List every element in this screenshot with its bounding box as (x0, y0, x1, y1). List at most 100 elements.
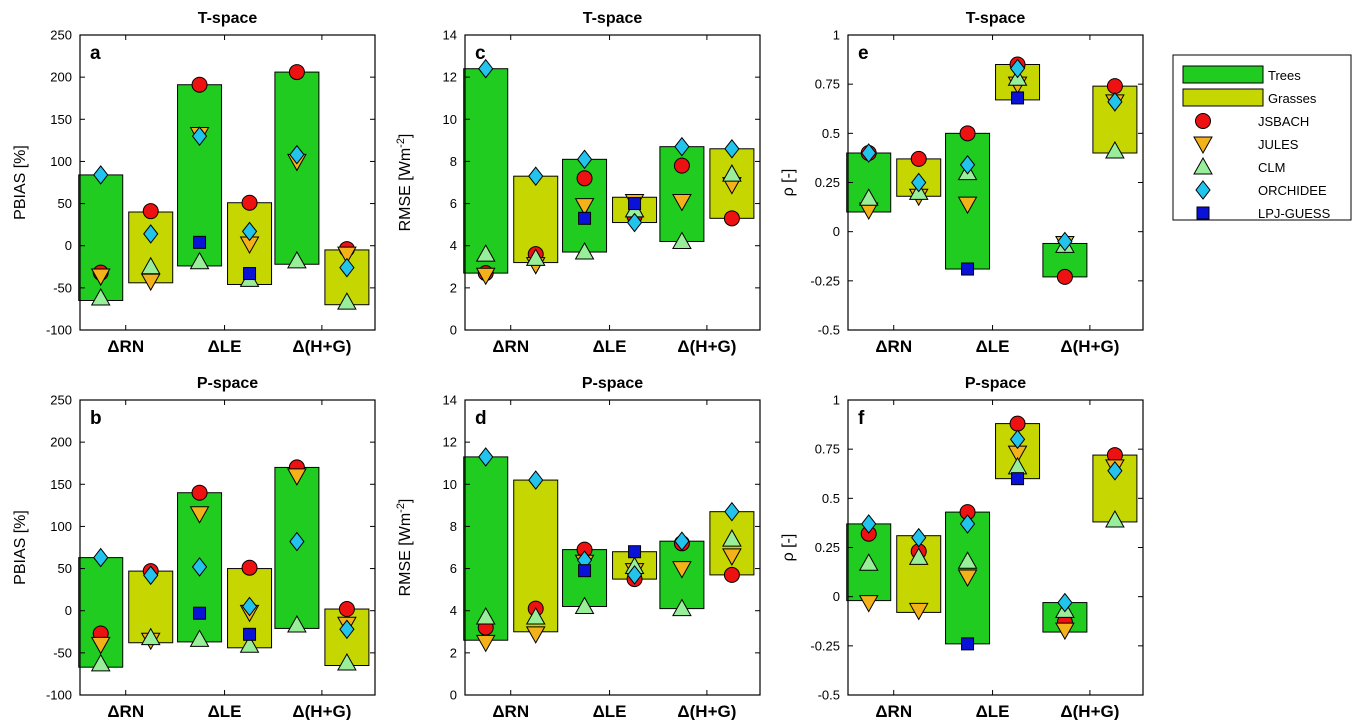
x-tick-label: ΔRN (107, 337, 144, 356)
point-clm (189, 251, 210, 270)
legend-label: Trees (1268, 68, 1301, 83)
point-clm (722, 164, 742, 182)
chart-panel-c: T-space ΔRN ΔLE Δ(H+G) 0 2 4 6 8 10 12 14 c RMSE [Wm-… (395, 10, 761, 356)
chart-panel-b: P-space ΔRN ΔLE Δ(H+G) -100 -50 0 50 100 150 200 25… (12, 375, 376, 720)
y-tick-label: 2 (450, 645, 457, 660)
triangle-up-icon (1193, 156, 1213, 175)
point-jsbach (338, 601, 355, 618)
legend-label: LPJ-GUESS (1258, 206, 1331, 221)
point-orchidee (289, 144, 305, 165)
y-tick-label: -100 (46, 323, 72, 338)
legend-label: JULES (1258, 137, 1299, 152)
legend-label: CLM (1258, 160, 1285, 175)
panel-label: d (475, 408, 487, 429)
x-tick-label: ΔLE (976, 702, 1010, 720)
x-tick-label: Δ(H+G) (1060, 337, 1119, 356)
point-lpj-guess (1011, 91, 1025, 105)
x-tick-label: ΔLE (208, 702, 242, 720)
y-tick-label: 12 (443, 435, 457, 450)
panel-label: f (858, 408, 865, 429)
point-clm (525, 248, 546, 266)
point-jules (858, 595, 879, 613)
point-orchidee (1107, 92, 1123, 112)
point-lpj-guess (193, 235, 207, 249)
y-tick-label: 50 (58, 561, 72, 576)
point-lpj-guess (961, 637, 975, 651)
y-axis-label: RMSE [Wm-2] (395, 499, 414, 597)
y-tick-label: 8 (450, 154, 457, 169)
point-orchidee (1009, 58, 1026, 79)
point-jules (525, 626, 546, 644)
panel-label: e (858, 43, 869, 64)
point-jsbach (723, 210, 740, 227)
point-clm (1105, 141, 1125, 159)
point-orchidee (1057, 592, 1073, 613)
point-jsbach (241, 559, 258, 576)
y-tick-label: 0.5 (822, 491, 840, 506)
x-tick-label: ΔRN (875, 337, 912, 356)
point-jules (287, 468, 307, 486)
bar-trees (463, 68, 509, 274)
point-jules (337, 246, 357, 265)
y-tick-label: 250 (50, 393, 72, 408)
point-clm (189, 629, 210, 647)
point-clm (140, 256, 161, 275)
point-clm (475, 607, 496, 625)
legend-item-trees: Trees (1182, 65, 1301, 84)
point-clm (90, 653, 111, 672)
point-orchidee (959, 514, 976, 534)
point-lpj-guess (628, 545, 642, 559)
point-lpj-guess (193, 606, 207, 620)
point-orchidee (626, 565, 643, 585)
y-tick-label: 12 (443, 70, 457, 85)
x-tick-label: Δ(H+G) (1060, 702, 1119, 720)
y-tick-label: 0 (450, 688, 457, 703)
point-orchidee (241, 596, 258, 617)
point-lpj-guess (578, 564, 592, 578)
point-jules (957, 196, 978, 215)
point-clm (140, 627, 161, 646)
diamond-icon (1195, 180, 1211, 200)
y-tick-label: 8 (450, 519, 457, 534)
point-lpj-guess (243, 267, 257, 281)
chart-panel-a: T-space ΔRN ΔLE Δ(H+G) -100 -50 0 50 100 150 200 25… (12, 10, 376, 356)
point-orchidee (674, 136, 690, 157)
point-orchidee (959, 154, 976, 175)
y-tick-label: 0 (65, 238, 72, 253)
y-tick-label: 0.25 (815, 175, 840, 190)
point-orchidee (191, 126, 208, 146)
y-tick-label: 0 (833, 224, 840, 239)
y-tick-label: 50 (58, 196, 72, 211)
point-jules (908, 602, 929, 621)
point-orchidee (478, 58, 494, 79)
point-clm (574, 242, 595, 260)
point-jsbach (288, 64, 305, 81)
panel-label: a (90, 43, 101, 64)
point-clm (287, 615, 307, 633)
point-orchidee (911, 172, 927, 193)
y-axis-label: ρ [-] (780, 169, 797, 197)
point-jules (672, 561, 692, 579)
y-tick-label: -0.25 (810, 638, 840, 653)
chart-title: T-space (198, 10, 258, 27)
point-orchidee (911, 527, 927, 548)
square-icon (1196, 206, 1210, 220)
point-clm (239, 635, 260, 653)
y-tick-label: 10 (443, 477, 457, 492)
panel-label: b (90, 408, 102, 429)
point-jsbach (191, 484, 208, 501)
legend-item-clm: CLM (1193, 156, 1285, 175)
legend-item-lpj-guess: LPJ-GUESS (1196, 206, 1331, 221)
point-jsbach (1009, 415, 1026, 432)
point-jsbach (1106, 78, 1123, 95)
y-tick-label: 14 (443, 393, 457, 408)
axes-frame (464, 399, 761, 696)
point-jules (957, 569, 978, 588)
x-tick-label: ΔRN (492, 337, 529, 356)
x-tick-label: ΔLE (208, 337, 242, 356)
point-jsbach (142, 203, 159, 220)
point-clm (672, 598, 692, 617)
y-tick-label: -50 (53, 280, 72, 295)
point-orchidee (93, 547, 109, 568)
y-tick-label: 0.5 (822, 126, 840, 141)
